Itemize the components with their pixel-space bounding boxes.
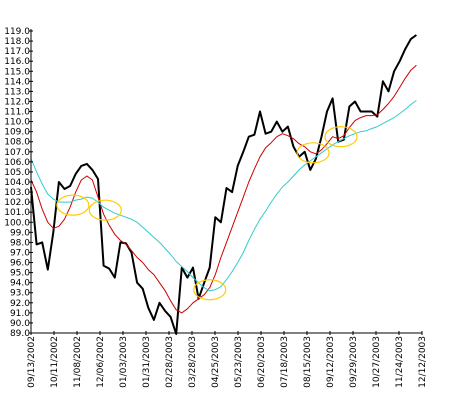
y-tick-label: 114.0 [4, 77, 30, 87]
x-tick-label: 03/28/2003 [188, 336, 198, 388]
y-tick-label: 104.0 [4, 178, 30, 188]
y-tick-label: 117.0 [4, 47, 30, 57]
x-tick-label: 11/24/2003 [395, 336, 405, 388]
y-tick-label: 113.0 [4, 87, 30, 97]
y-tick-label: 94.0 [10, 279, 30, 289]
y-tick-label: 98.0 [10, 238, 30, 248]
y-tick-label: 110.0 [4, 118, 30, 128]
highlight-ellipse [88, 199, 122, 221]
y-tick-label: 92.0 [10, 299, 30, 309]
highlight-ellipse [324, 126, 358, 148]
y-tick-label: 95.0 [10, 269, 30, 279]
x-tick-label: 01/31/2003 [142, 336, 152, 388]
x-tick-label: 08/15/2003 [303, 336, 313, 388]
highlight-ellipse [193, 279, 227, 301]
annotation-layer [56, 126, 358, 301]
x-tick-label: 10/27/2003 [372, 336, 382, 388]
x-tick-label: 01/03/2003 [119, 336, 129, 388]
x-tick-label: 11/08/2002 [73, 336, 83, 388]
y-tick-label: 112.0 [4, 97, 30, 107]
y-tick-label: 90.0 [10, 319, 30, 329]
y-tick-label: 107.0 [4, 148, 30, 158]
y-tick-label: 99.0 [10, 228, 30, 238]
series-line-1 [30, 34, 417, 335]
y-tick-label: 97.0 [10, 248, 30, 258]
series-line-2 [30, 64, 417, 314]
y-tick-label: 118.0 [4, 37, 30, 47]
highlight-ellipse [296, 142, 330, 164]
y-tick-label: 91.0 [10, 309, 30, 319]
x-tick-label: 07/18/2003 [280, 336, 290, 388]
x-tick-label: 06/20/2003 [257, 336, 267, 388]
y-tick-label: 109.0 [4, 128, 30, 138]
x-tick-label: 12/12/2003 [418, 336, 428, 388]
y-tick-label: 93.0 [10, 289, 30, 299]
x-tick-label: 09/29/2003 [349, 336, 359, 388]
y-tick-label: 106.0 [4, 158, 30, 168]
x-tick-label: 09/12/2003 [326, 336, 336, 388]
y-tick-label: 105.0 [4, 168, 30, 178]
y-tick-label: 89.0 [10, 329, 30, 339]
y-tick-label: 100.0 [4, 218, 30, 228]
series-line-3 [30, 100, 417, 292]
x-tick-label: 05/23/2003 [234, 336, 244, 388]
x-tick-label: 12/06/2002 [96, 336, 106, 388]
y-axis-labels: 89.090.091.092.093.094.095.096.097.098.0… [4, 27, 30, 339]
x-tick-label: 02/28/2003 [165, 336, 175, 388]
y-tick-label: 108.0 [4, 138, 30, 148]
y-tick-label: 102.0 [4, 198, 30, 208]
y-tick-label: 115.0 [4, 67, 30, 77]
series-layer [30, 34, 417, 335]
y-tick-label: 96.0 [10, 259, 30, 269]
x-axis-labels: 09/13/2002 10/11/2002 11/08/2002 12/06/2002… [27, 336, 428, 388]
y-tick-label: 103.0 [4, 188, 30, 198]
axis-layer [29, 29, 423, 335]
highlight-ellipse [56, 194, 90, 216]
y-tick-label: 101.0 [4, 208, 30, 218]
x-tick-label: 10/11/2002 [50, 336, 60, 388]
y-tick-label: 116.0 [4, 57, 30, 67]
x-tick-label: 09/13/2002 [27, 336, 37, 388]
y-tick-label: 119.0 [4, 27, 30, 37]
y-tick-label: 111.0 [4, 108, 30, 118]
x-tick-label: 04/25/2003 [211, 336, 221, 388]
